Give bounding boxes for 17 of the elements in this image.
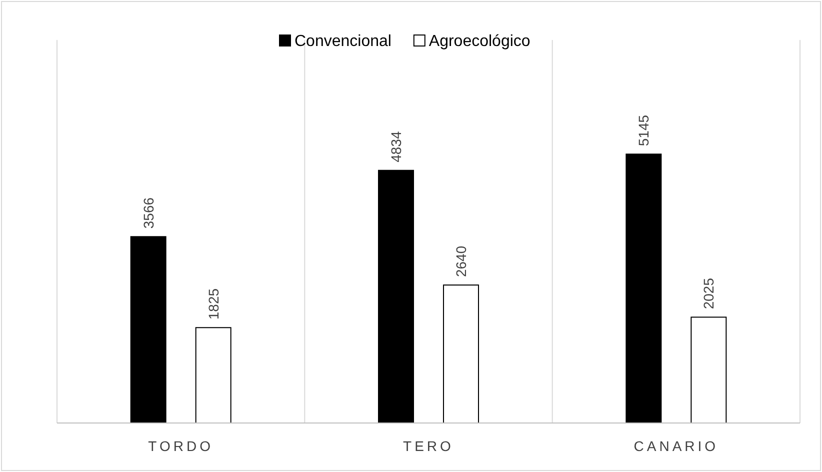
data-label: 5145 bbox=[636, 114, 652, 146]
bar bbox=[378, 170, 414, 424]
data-label: 2640 bbox=[453, 246, 469, 278]
data-label: 1825 bbox=[205, 288, 222, 320]
x-tick-label: CANARIO bbox=[634, 438, 719, 454]
bar bbox=[690, 316, 727, 424]
bar bbox=[130, 236, 166, 424]
legend-label: Agroecológico bbox=[428, 33, 530, 50]
legend-label: Convencional bbox=[294, 33, 392, 50]
data-label: 4834 bbox=[388, 131, 404, 162]
bar bbox=[195, 327, 232, 424]
bar bbox=[443, 284, 479, 424]
x-tick-label: TORDO bbox=[148, 438, 214, 454]
x-tick-label: TERO bbox=[403, 438, 454, 454]
bar bbox=[626, 154, 662, 424]
data-label: 2025 bbox=[700, 278, 717, 310]
data-label: 3566 bbox=[140, 197, 156, 229]
